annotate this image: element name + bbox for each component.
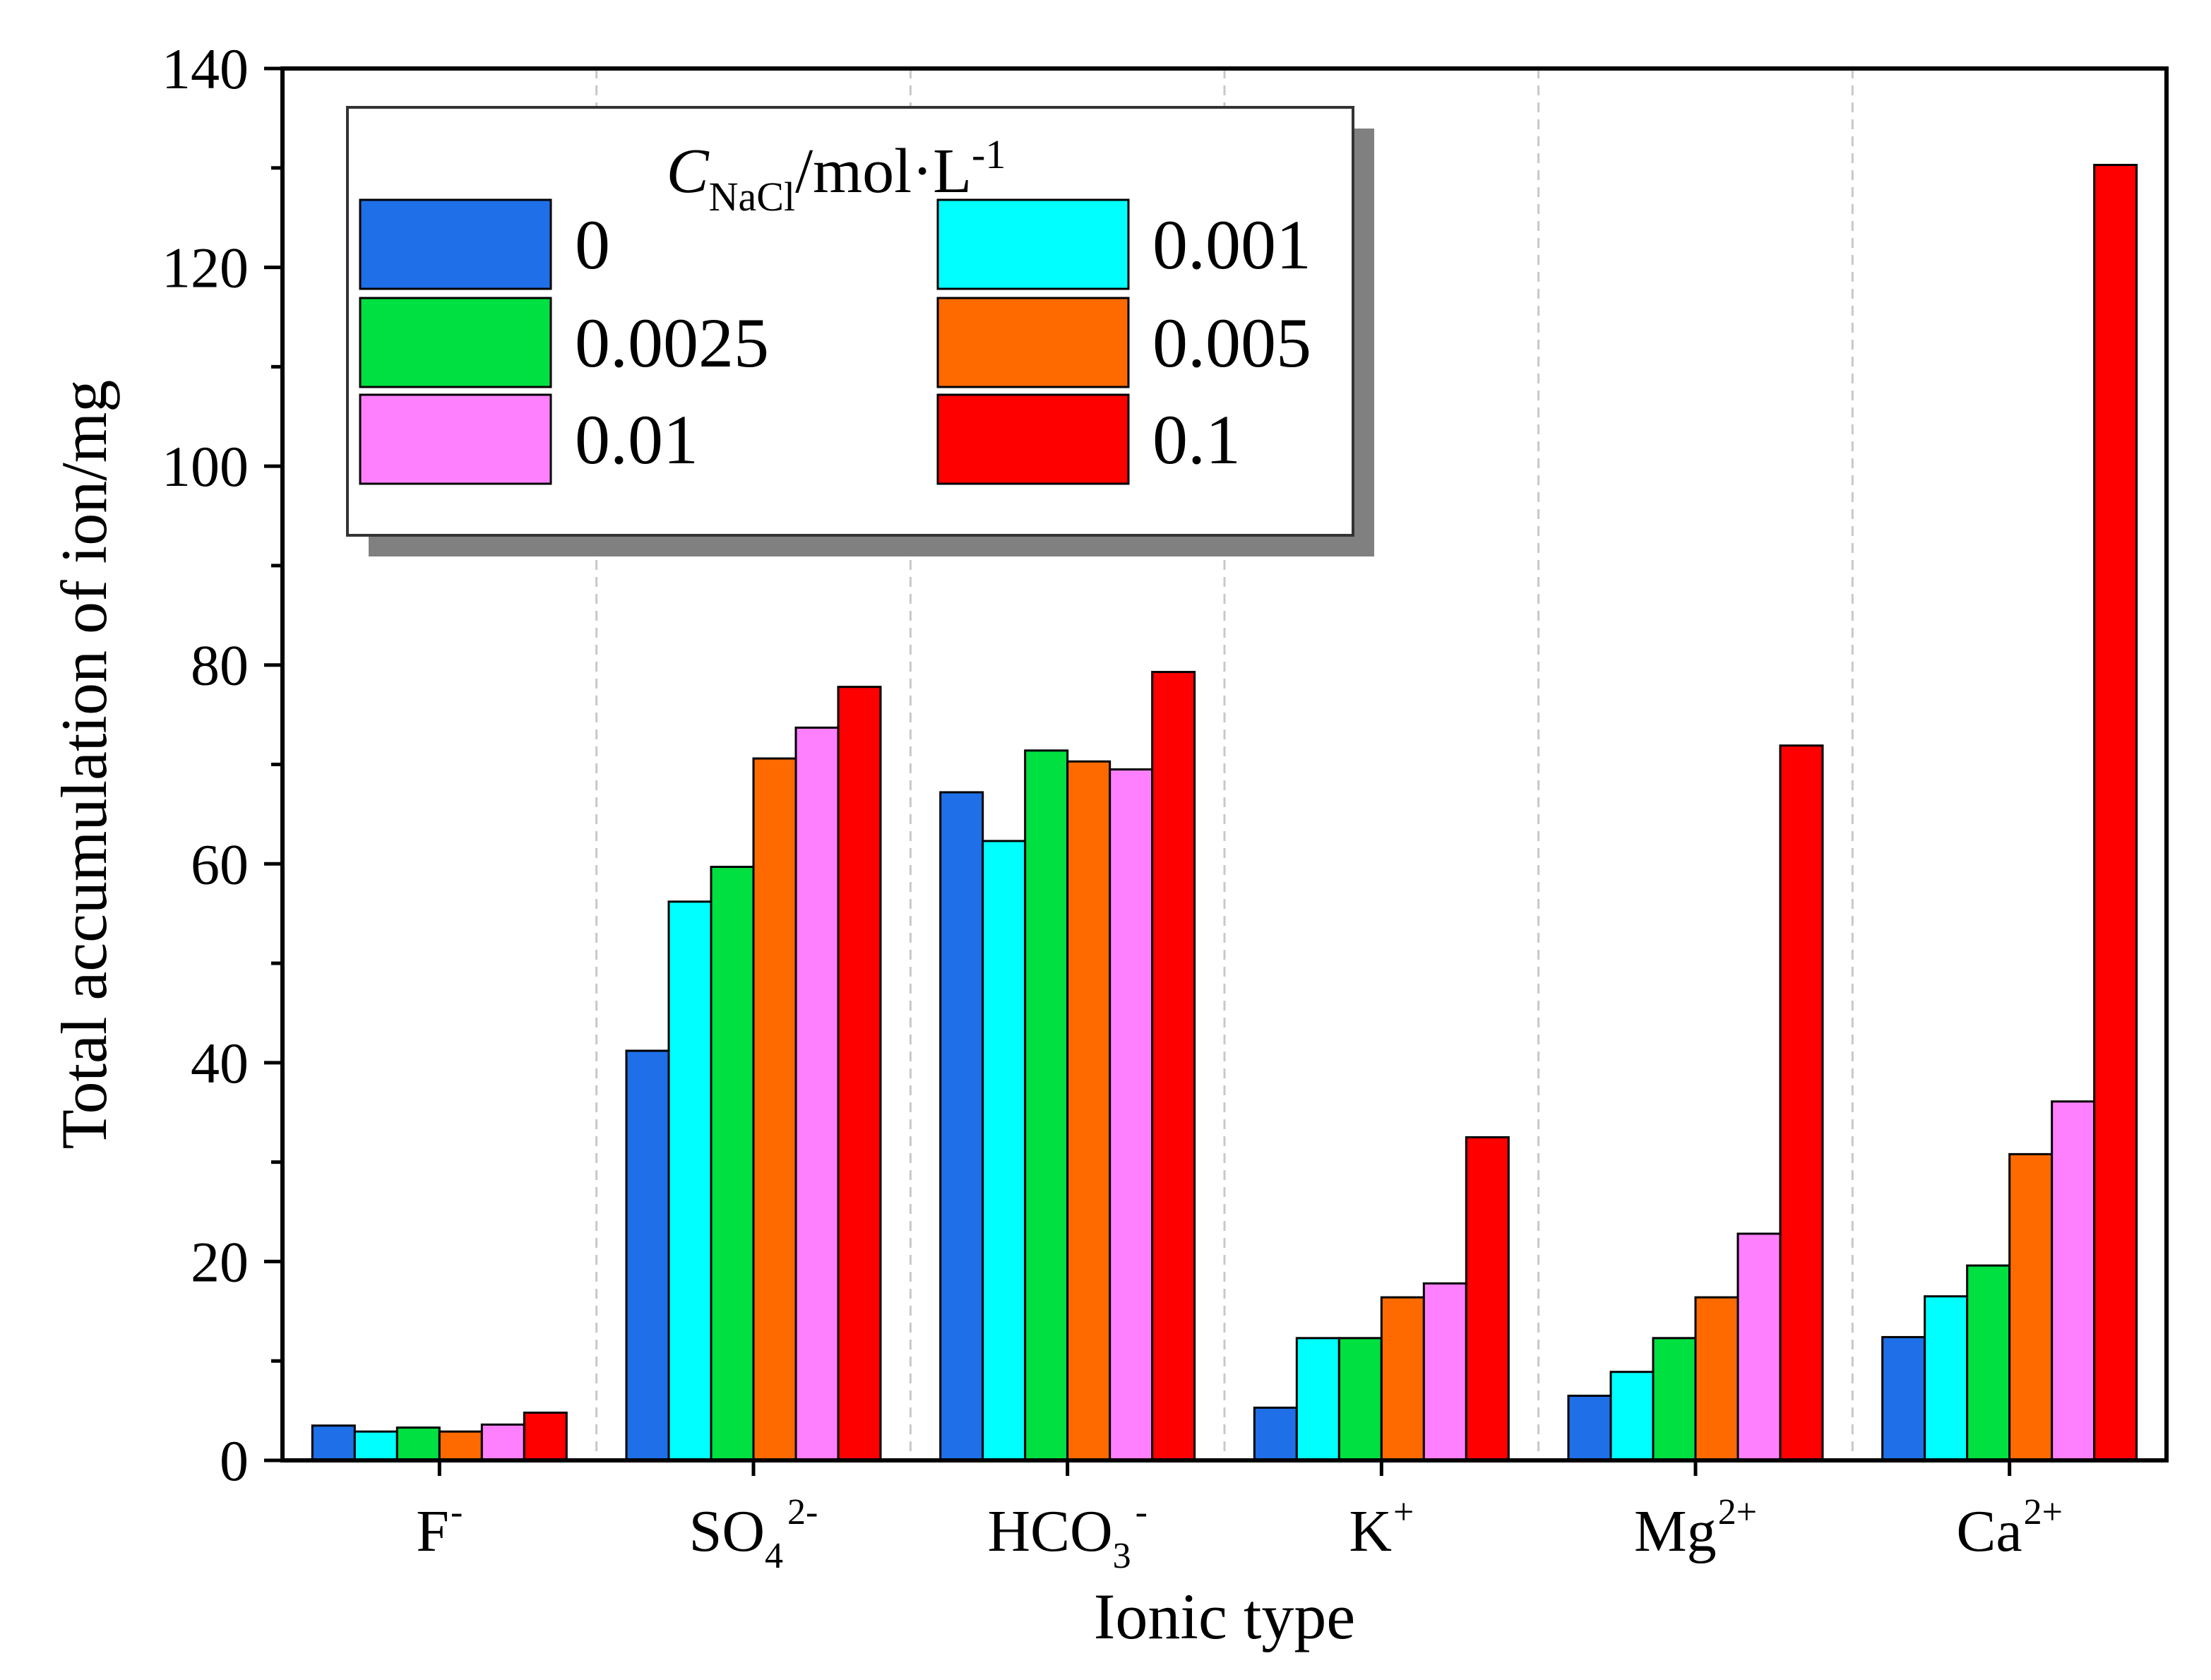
legend-swatch xyxy=(936,393,1130,485)
bar xyxy=(1380,1296,1425,1462)
bar xyxy=(1465,1136,1510,1462)
legend-title-unit: /mol·L xyxy=(795,136,972,206)
bar xyxy=(438,1430,483,1462)
y-tick-label: 80 xyxy=(191,633,249,698)
bar xyxy=(1966,1264,2011,1462)
legend-label: 0.001 xyxy=(1152,205,1311,284)
bar xyxy=(395,1426,441,1462)
legend: CNaCl/mol·L-1 0 0.001 0.0025 0.005 0.01 0.1 xyxy=(346,106,1374,556)
y-tick-label: 100 xyxy=(162,434,249,499)
x-tick-label-base: SO xyxy=(689,1499,765,1564)
x-tick-label-base: F xyxy=(416,1499,449,1564)
bar xyxy=(1779,744,1824,1462)
y-tick-label: 60 xyxy=(191,832,249,896)
legend-label: 0.0025 xyxy=(575,304,769,382)
x-tick-label: Mg2+ xyxy=(1634,1492,1757,1564)
y-tick-label: 20 xyxy=(191,1229,249,1294)
legend-title-superscript: -1 xyxy=(972,131,1006,177)
y-tick-labels: 0 20 40 60 80 100 120 140 xyxy=(162,37,249,1493)
bar xyxy=(837,686,882,1462)
x-axis-label: Ionic type xyxy=(1094,1580,1355,1652)
y-tick-label: 40 xyxy=(191,1031,249,1095)
x-tick-label-subscript: 4 xyxy=(765,1536,783,1576)
legend-label: 0.01 xyxy=(575,400,698,479)
legend-title-subscript: NaCl xyxy=(709,174,795,220)
legend-swatch xyxy=(359,393,552,485)
x-tick-labels: F- SO42- HCO3- K+ Mg2+ Ca2+ xyxy=(416,1492,2063,1576)
x-tick-label-base: K xyxy=(1349,1499,1392,1564)
x-tick-label: Ca2+ xyxy=(1956,1492,2063,1564)
y-tick-label: 140 xyxy=(162,37,249,101)
legend-title-main: C xyxy=(667,136,710,206)
legend-swatch xyxy=(936,198,1130,290)
bar xyxy=(1151,671,1196,1462)
legend-label: 0.005 xyxy=(1152,304,1311,382)
x-tick-label-superscript: - xyxy=(451,1492,463,1532)
x-tick-label: SO42- xyxy=(689,1492,818,1576)
bar xyxy=(1109,768,1154,1462)
x-tick-label-base: Ca xyxy=(1956,1499,2022,1564)
bar xyxy=(752,757,797,1462)
legend-swatch xyxy=(936,297,1130,388)
legend-swatch xyxy=(359,297,552,388)
bar xyxy=(311,1424,356,1462)
category-separators xyxy=(595,68,1854,1460)
bar xyxy=(1736,1232,1782,1462)
legend-label: 0 xyxy=(575,205,610,284)
y-axis-label: Total accumulation of ion/mg xyxy=(48,380,120,1150)
x-tick-label-superscript: - xyxy=(1136,1492,1148,1532)
bar xyxy=(1337,1337,1383,1462)
bar xyxy=(1422,1282,1467,1462)
x-tick-label-superscript: 2- xyxy=(787,1492,818,1532)
bar xyxy=(625,1049,670,1462)
y-tick-label: 120 xyxy=(162,236,249,300)
bar xyxy=(1567,1394,1612,1462)
x-tick-label-base: HCO xyxy=(987,1499,1112,1564)
bar xyxy=(667,900,713,1462)
legend-swatch xyxy=(359,198,552,290)
y-tick-label: 0 xyxy=(220,1429,249,1493)
bars xyxy=(311,164,2138,1462)
bar xyxy=(939,791,984,1462)
bar xyxy=(480,1423,525,1462)
x-tick-label-superscript: 2+ xyxy=(2024,1492,2063,1532)
bar xyxy=(794,726,840,1462)
bar xyxy=(1609,1371,1655,1462)
x-tick-label: K+ xyxy=(1349,1492,1414,1564)
legend-label: 0.1 xyxy=(1152,400,1241,479)
bar xyxy=(353,1430,398,1462)
x-tick-label-subscript: 3 xyxy=(1113,1536,1131,1576)
bar xyxy=(710,866,755,1462)
bar xyxy=(982,840,1027,1462)
legend-title: CNaCl/mol·L-1 xyxy=(667,131,1006,220)
legend-items: 0 0.001 0.0025 0.005 0.01 0.1 xyxy=(359,198,1311,485)
bar xyxy=(1652,1337,1697,1462)
bar xyxy=(1881,1335,1926,1462)
x-tick-label: F- xyxy=(416,1492,463,1564)
bar xyxy=(1694,1296,1739,1462)
x-tick-label: HCO3- xyxy=(987,1492,1148,1576)
x-tick-label-superscript: + xyxy=(1393,1492,1414,1532)
x-tick-label-base: Mg xyxy=(1634,1499,1717,1564)
bar xyxy=(1295,1337,1340,1462)
bar xyxy=(1066,760,1112,1462)
bar xyxy=(523,1411,568,1462)
bar xyxy=(2093,164,2138,1462)
bar xyxy=(1024,749,1069,1462)
x-tick-label-superscript: 2+ xyxy=(1718,1492,1757,1532)
bar xyxy=(2051,1100,2096,1462)
bar xyxy=(2008,1152,2054,1462)
axis-ticks xyxy=(264,66,2012,1476)
bar xyxy=(1253,1406,1298,1462)
bar xyxy=(1924,1295,1969,1462)
